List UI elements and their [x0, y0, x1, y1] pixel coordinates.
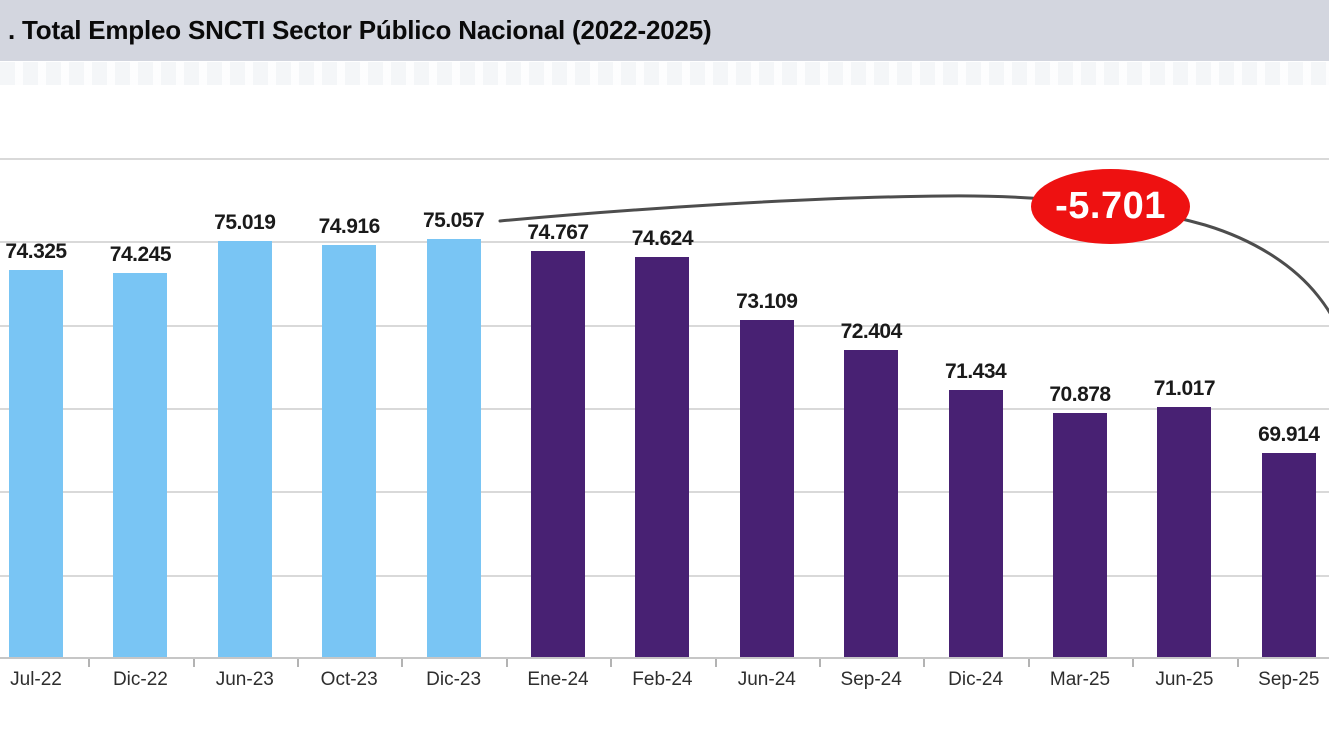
value-label-Dic-23: 75.057	[422, 209, 485, 232]
bar-Ene-24	[531, 251, 585, 658]
axis-tick	[1132, 658, 1135, 667]
value-label-Sep-25: 69.914	[1258, 423, 1320, 447]
chart-title: . Total Empleo SNCTI Sector Público Naci…	[8, 15, 712, 45]
value-label-Dic-24: 71.434	[944, 359, 1007, 383]
annotation-text: -5.701	[1055, 185, 1166, 227]
value-label-Mar-25: 70.878	[1049, 383, 1111, 407]
bar-Dic-23	[426, 239, 481, 658]
x-axis-label-Feb-24: Feb-24	[632, 669, 693, 690]
title-bar: . Total Empleo SNCTI Sector Público Naci…	[0, 0, 1329, 61]
value-label-Jul-22: 74.325	[5, 239, 67, 263]
annotation-ellipse: -5.701	[1031, 169, 1190, 244]
axis-tick	[192, 658, 195, 667]
bar-Mar-25	[1053, 413, 1107, 658]
x-axis-line	[0, 657, 1329, 659]
axis-tick	[88, 658, 91, 667]
bar-Dic-24	[948, 389, 1003, 658]
value-label-Ene-24: 74.767	[527, 221, 589, 244]
bar-Sep-24	[844, 349, 899, 658]
bar-Jun-25	[1157, 407, 1212, 658]
axis-tick	[505, 658, 508, 667]
axis-tick	[819, 658, 821, 667]
axis-tick	[1236, 658, 1239, 667]
axis-tick	[923, 658, 926, 667]
value-label-Feb-24: 74.624	[631, 227, 694, 250]
bar-Jul-22	[9, 269, 63, 658]
value-label-Oct-23: 74.916	[318, 214, 381, 238]
x-axis-label-Jun-24: Jun-24	[737, 669, 796, 690]
bar-Feb-24	[635, 257, 690, 658]
value-label-Jun-24: 73.109	[736, 290, 798, 314]
axis-tick	[401, 658, 404, 667]
x-axis-label-Sep-24: Sep-24	[840, 669, 902, 690]
bar-Jun-23	[217, 240, 272, 658]
x-axis-label-Dic-22: Dic-22	[112, 669, 168, 690]
x-axis-label-Sep-25: Sep-25	[1258, 669, 1320, 690]
axis-tick	[297, 658, 299, 667]
axis-tick	[610, 658, 613, 667]
bar-Oct-23	[322, 244, 377, 658]
x-axis-label-Jul-22: Jul-22	[10, 669, 62, 690]
x-axis-label-Jun-25: Jun-25	[1155, 669, 1214, 690]
x-axis-label-Ene-24: Ene-24	[527, 669, 589, 690]
x-axis-label-Oct-23: Oct-23	[320, 669, 378, 690]
value-label-Sep-24: 72.404	[840, 319, 903, 343]
x-axis-label-Dic-24: Dic-24	[948, 669, 1004, 690]
x-axis-label-Jun-23: Jun-23	[215, 669, 274, 690]
x-axis-label-Mar-25: Mar-25	[1049, 669, 1111, 690]
bar-Jun-24	[739, 320, 794, 658]
gridline-77000	[0, 158, 1329, 160]
value-label-Jun-25: 71.017	[1153, 377, 1216, 401]
bar-Sep-25	[1261, 453, 1316, 659]
watermark-band	[0, 62, 1329, 85]
axis-tick	[1027, 658, 1030, 667]
bar-Dic-22	[113, 272, 168, 658]
connector-path	[498, 194, 1329, 315]
axis-tick	[714, 658, 717, 667]
x-axis-label-Dic-23: Dic-23	[426, 669, 482, 690]
value-label-Dic-22: 74.245	[109, 242, 172, 266]
value-label-Jun-23: 75.019	[214, 210, 276, 234]
